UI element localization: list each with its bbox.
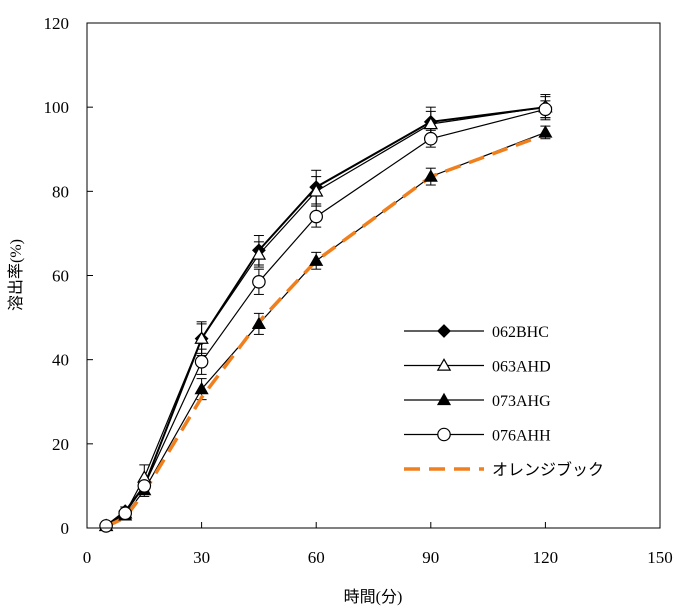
x-axis-title: 時間(分) (344, 588, 403, 606)
y-tick-label: 120 (44, 14, 70, 33)
series-line-062bhc (105, 106, 546, 527)
x-tick-label: 120 (533, 548, 559, 567)
data-point-076ahh (252, 275, 266, 289)
y-tick-label: 100 (44, 98, 70, 117)
data-point-076ahh (309, 209, 323, 224)
plot-area-frame (86, 22, 661, 529)
data-point-073ahg (538, 125, 553, 138)
series-line-073ahg (105, 131, 546, 527)
legend-label-073ahg: 073AHG (492, 393, 551, 410)
data-point-063ahd (308, 183, 324, 197)
data-point-073ahg (251, 316, 266, 330)
series-line-063ahd (105, 106, 546, 527)
y-axis-ticks: 0 20 40 60 80 100 120 (44, 14, 93, 538)
data-point-073ahg (194, 381, 209, 395)
y-tick-label: 80 (52, 182, 69, 201)
data-point-063ahd (423, 116, 439, 130)
data-point-076ahh (137, 479, 152, 493)
data-markers (98, 99, 553, 533)
data-point-063ahd (194, 331, 209, 344)
x-tick-label: 60 (308, 548, 325, 567)
legend-label-062bhc: 062BHC (492, 324, 549, 341)
series-line-076ahh (105, 108, 546, 527)
x-tick-label: 0 (83, 548, 92, 567)
x-axis-ticks: 0 30 60 90 120 150 (83, 522, 673, 567)
legend-marker-063ahd (436, 358, 452, 371)
legend-label-076ahh: 076AHH (492, 428, 551, 445)
data-point-076ahh (99, 519, 113, 533)
legend-marker-073ahg (436, 392, 452, 406)
legend-label-series-4: オレンジブック (492, 460, 604, 479)
data-point-076ahh (423, 131, 438, 146)
y-tick-label: 40 (52, 351, 69, 370)
y-tick-label: 20 (52, 435, 69, 454)
y-axis-title: 溶出率(%) (7, 239, 25, 311)
data-point-076ahh (538, 102, 553, 117)
data-point-073ahg (309, 253, 324, 266)
data-point-076ahh (118, 506, 132, 521)
data-point-076ahh (194, 354, 209, 369)
legend-marker-076ahh (437, 427, 451, 442)
data-point-073ahg (423, 169, 438, 182)
series-lines (105, 106, 547, 529)
x-tick-label: 90 (422, 548, 439, 567)
y-tick-label: 0 (61, 519, 70, 538)
data-point-063ahd (251, 247, 267, 260)
x-tick-label: 150 (647, 548, 673, 567)
y-tick-label: 60 (52, 267, 69, 286)
legend: 062BHC 063AHD 073AHG 076AHH オレンジブック (404, 324, 604, 479)
legend-marker-062bhc (437, 324, 451, 338)
legend-label-063ahd: 063AHD (492, 359, 551, 376)
error-bars (101, 94, 551, 529)
x-tick-label: 30 (193, 548, 210, 567)
